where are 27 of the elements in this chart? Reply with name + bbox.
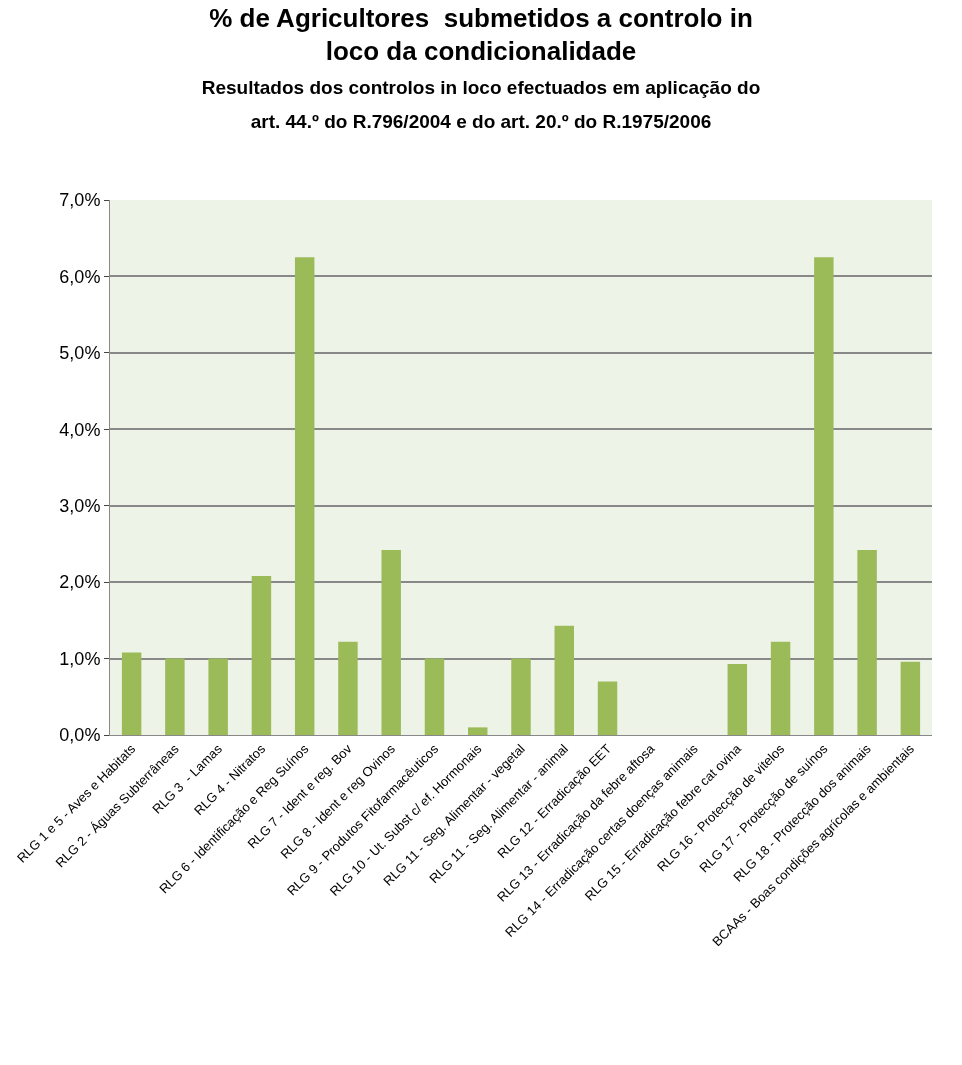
y-tick-label: 1,0% bbox=[59, 648, 101, 669]
bar bbox=[121, 652, 142, 735]
y-tick-label: 6,0% bbox=[59, 266, 101, 287]
bar bbox=[554, 625, 574, 735]
bar bbox=[381, 550, 401, 735]
chart-title: % de Agricultores submetidos a controlo in loco da condicionalidade bbox=[209, 2, 753, 67]
bar bbox=[770, 641, 791, 735]
bar bbox=[165, 658, 185, 735]
bar bbox=[727, 663, 748, 735]
bar bbox=[900, 661, 921, 735]
chart-subtitle: Resultados dos controlos in loco efectuados em aplicação do art. 44.º do R.796/2004 e do art. 20.º do R.1975/2006 bbox=[201, 77, 761, 133]
y-tick-label: 5,0% bbox=[59, 343, 101, 364]
bar bbox=[597, 681, 618, 735]
bar bbox=[251, 576, 272, 735]
y-tick-label: 0,0% bbox=[59, 725, 101, 746]
bar bbox=[294, 257, 315, 735]
bar bbox=[468, 727, 488, 735]
y-tick-label: 7,0% bbox=[59, 190, 101, 211]
y-tick-label: 4,0% bbox=[59, 419, 101, 440]
bar bbox=[857, 550, 877, 735]
y-tick-label: 3,0% bbox=[59, 496, 101, 517]
bar bbox=[208, 658, 228, 735]
bar bbox=[338, 641, 358, 735]
bar bbox=[511, 658, 531, 735]
bar bbox=[814, 257, 834, 735]
bar bbox=[424, 658, 445, 735]
y-tick-label: 2,0% bbox=[59, 572, 101, 593]
